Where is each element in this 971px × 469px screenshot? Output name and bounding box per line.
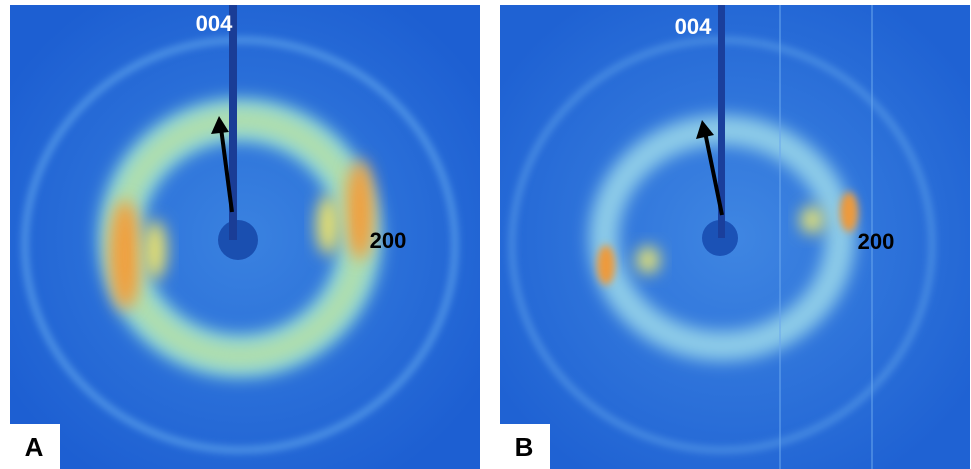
panel-b-image [500, 5, 970, 469]
peak-label: 004 [675, 14, 712, 39]
panel-tag: A [25, 432, 44, 462]
figure: 004 200 A 004 200 B [0, 0, 971, 469]
peak-label: 004 [196, 11, 233, 36]
peak-label: 200 [858, 229, 895, 254]
peak-label: 200 [370, 228, 407, 253]
panel-tag: B [515, 432, 534, 462]
panel-a-image [10, 5, 480, 469]
